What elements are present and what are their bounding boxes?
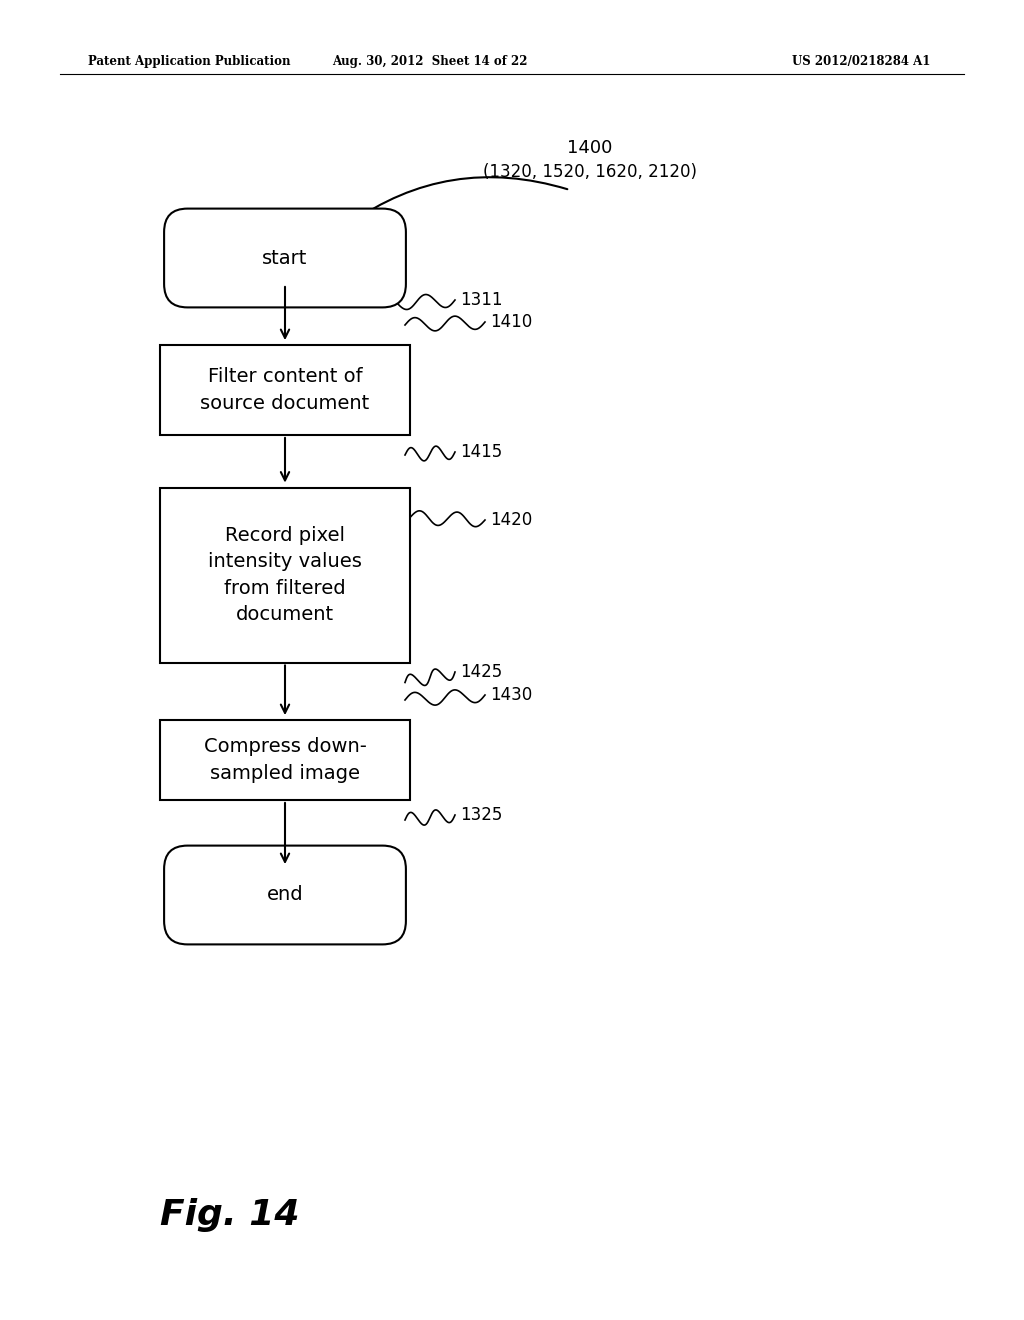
Text: Aug. 30, 2012  Sheet 14 of 22: Aug. 30, 2012 Sheet 14 of 22 <box>332 55 527 69</box>
FancyBboxPatch shape <box>164 209 406 308</box>
Text: 1415: 1415 <box>460 444 502 461</box>
Text: Record pixel
intensity values
from filtered
document: Record pixel intensity values from filte… <box>208 525 361 624</box>
Text: 1400: 1400 <box>567 139 612 157</box>
Text: 1325: 1325 <box>460 807 503 824</box>
Text: US 2012/0218284 A1: US 2012/0218284 A1 <box>792 55 930 69</box>
FancyBboxPatch shape <box>164 846 406 944</box>
Text: 1420: 1420 <box>490 511 532 529</box>
Text: 1425: 1425 <box>460 663 502 681</box>
Text: 1410: 1410 <box>490 313 532 331</box>
Text: Compress down-
sampled image: Compress down- sampled image <box>204 738 367 783</box>
Bar <box>160 719 410 800</box>
Text: Fig. 14: Fig. 14 <box>160 1199 300 1232</box>
Text: end: end <box>266 886 303 904</box>
Text: 1311: 1311 <box>460 290 503 309</box>
Text: Filter content of
source document: Filter content of source document <box>201 367 370 413</box>
Text: start: start <box>262 248 307 268</box>
Text: Patent Application Publication: Patent Application Publication <box>88 55 291 69</box>
Text: 1430: 1430 <box>490 686 532 704</box>
Bar <box>160 345 410 436</box>
Bar <box>160 487 410 663</box>
Text: (1320, 1520, 1620, 2120): (1320, 1520, 1620, 2120) <box>483 162 697 181</box>
